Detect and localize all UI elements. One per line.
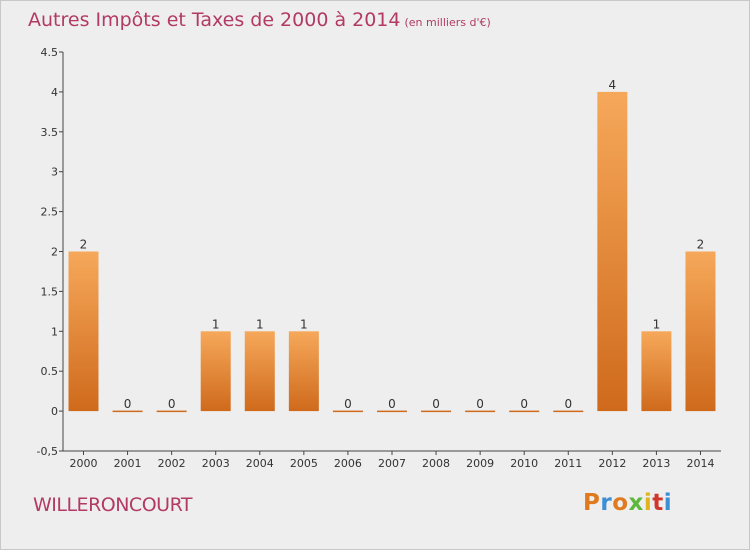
bar [421, 410, 452, 413]
y-tick-label: 2.5 [41, 206, 59, 219]
x-tick-label: 2014 [686, 457, 714, 470]
proxiti-logo: Proxiti [583, 490, 672, 516]
logo-letter: o [612, 490, 629, 516]
x-tick-label: 2007 [378, 457, 406, 470]
chart-title: Autres Impôts et Taxes de 2000 à 2014 (en… [28, 9, 491, 31]
data-label: 0 [388, 397, 396, 411]
bar [376, 410, 407, 413]
data-label: 1 [300, 317, 308, 331]
data-label: 2 [80, 238, 88, 252]
x-tick-label: 2006 [334, 457, 362, 470]
logo-letter: i [663, 490, 673, 516]
logo-letter: P [583, 490, 601, 516]
data-label: 4 [609, 78, 617, 92]
y-tick-label: 0 [51, 405, 58, 418]
bar [244, 331, 275, 412]
chart-title-text: Autres Impôts et Taxes de 2000 à 2014 [28, 9, 401, 31]
data-label: 0 [520, 397, 528, 411]
chart-unit: (en milliers d'€) [404, 16, 491, 29]
x-tick-label: 2012 [598, 457, 626, 470]
data-label: 0 [168, 397, 176, 411]
y-tick-label: 3 [51, 166, 58, 179]
bar [509, 410, 540, 413]
bar [68, 251, 99, 412]
y-tick-label: 1.5 [41, 285, 59, 298]
logo-letter: r [600, 490, 613, 516]
x-tick-label: 2011 [554, 457, 582, 470]
x-tick-label: 2000 [70, 457, 98, 470]
data-label: 1 [256, 317, 264, 331]
x-tick-label: 2010 [510, 457, 538, 470]
bar [597, 91, 628, 412]
x-tick-label: 2013 [642, 457, 670, 470]
bar [288, 331, 319, 412]
bar [200, 331, 231, 412]
logo-letter: i [643, 490, 653, 516]
data-label: 1 [212, 317, 220, 331]
data-label: 0 [432, 397, 440, 411]
y-tick-label: 2 [51, 246, 58, 259]
bar [332, 410, 363, 413]
logo-letter: x [628, 490, 644, 516]
bar [156, 410, 187, 413]
x-tick-label: 2003 [202, 457, 230, 470]
bar [112, 410, 143, 413]
data-label: 0 [476, 397, 484, 411]
y-tick-label: 4 [51, 86, 58, 99]
y-tick-label: 1 [51, 325, 58, 338]
x-tick-label: 2005 [290, 457, 318, 470]
x-tick-label: 2001 [114, 457, 142, 470]
bar [641, 331, 672, 412]
bar [685, 251, 716, 412]
y-tick-label: -0,5 [37, 445, 58, 458]
x-tick-label: 2002 [158, 457, 186, 470]
logo-letter: t [652, 490, 664, 516]
x-tick-label: 2004 [246, 457, 274, 470]
data-label: 1 [653, 317, 661, 331]
data-label: 0 [564, 397, 572, 411]
y-tick-label: 4.5 [41, 46, 59, 59]
data-label: 2 [697, 238, 705, 252]
y-tick-label: 3.5 [41, 126, 59, 139]
data-label: 0 [344, 397, 352, 411]
x-tick-label: 2009 [466, 457, 494, 470]
commune-name: WILLERONCOURT [33, 494, 193, 516]
data-label: 0 [124, 397, 132, 411]
bar [553, 410, 584, 413]
y-tick-label: 0.5 [41, 365, 59, 378]
x-tick-label: 2008 [422, 457, 450, 470]
bar [465, 410, 496, 413]
